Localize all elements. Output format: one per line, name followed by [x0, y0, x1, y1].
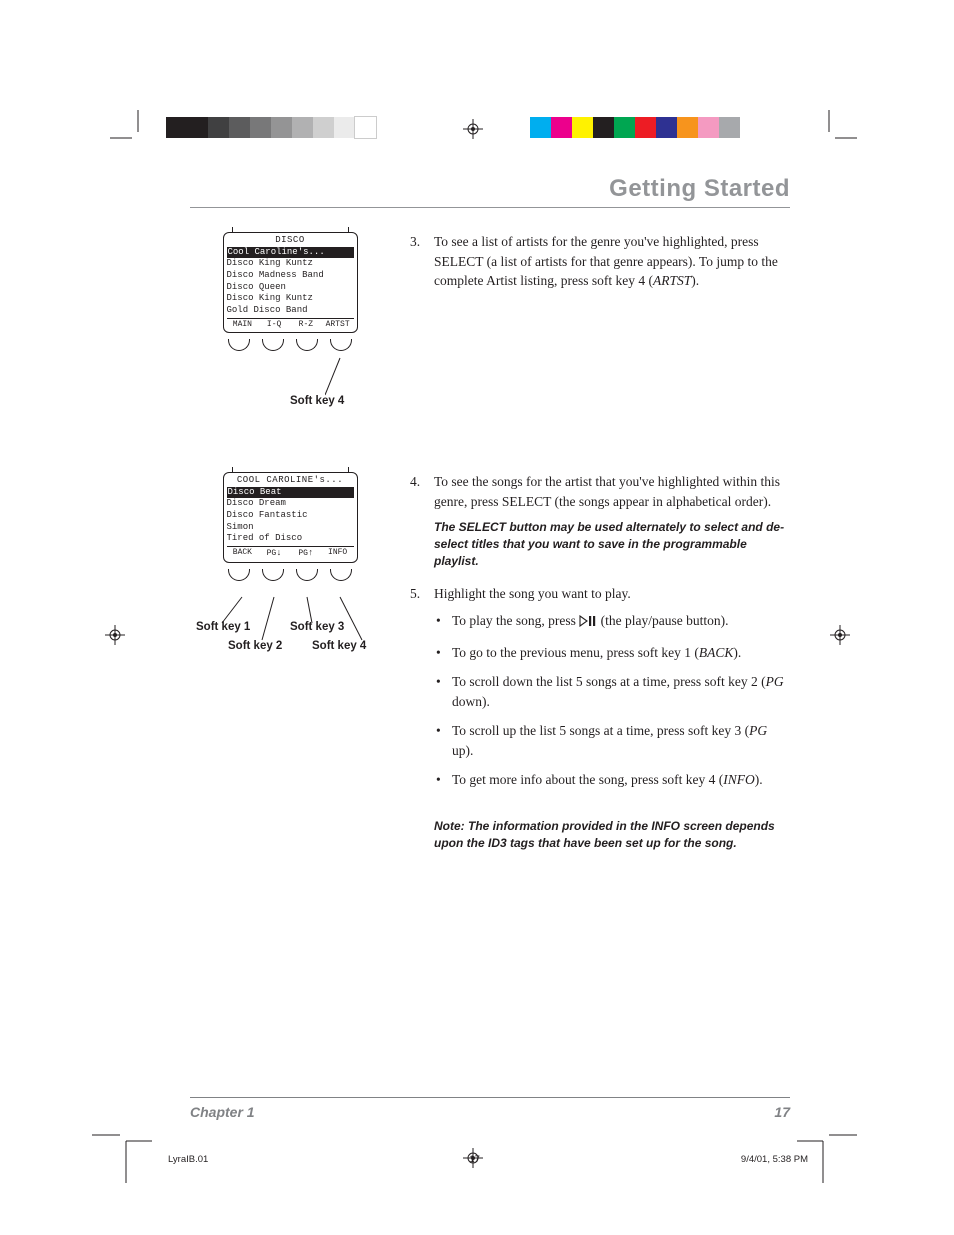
list-item: Disco Queen [227, 282, 354, 294]
softkey-3 [296, 339, 318, 351]
callout-softkey-4: Soft key 4 [290, 395, 344, 407]
list-item: Cool Caroline's... [227, 247, 354, 259]
callout-softkey-2: Soft key 2 [228, 640, 282, 652]
color-bar [530, 117, 740, 138]
step-number: 3. [410, 232, 434, 291]
bullet-item: To go to the previous menu, press soft k… [434, 643, 790, 663]
page-number: 17 [774, 1104, 790, 1120]
callout-softkey-1: Soft key 1 [196, 621, 250, 633]
callout-lines [212, 588, 372, 648]
softkey-3 [296, 569, 318, 581]
step-text: To see the songs for the artist that you… [434, 472, 790, 511]
list-item: Disco Dream [227, 498, 354, 510]
list-item: Disco Madness Band [227, 270, 354, 282]
imprint-line: LyraIB.01 17 9/4/01, 5:38 PM [168, 1154, 808, 1165]
grayscale-bar [166, 117, 376, 138]
list-item: Simon [227, 522, 354, 534]
softkey-label: PG↑ [290, 548, 322, 560]
lcd-title: COOL CAROLINE's... [227, 475, 354, 487]
list-item: Disco King Kuntz [227, 293, 354, 305]
crop-mark-icon [110, 110, 150, 150]
registration-mark-icon [105, 625, 125, 645]
softkey-label: I-Q [258, 320, 290, 330]
note-text: Note: The information provided in the IN… [434, 818, 790, 852]
imprint-date: 9/4/01, 5:38 PM [741, 1154, 808, 1165]
imprint-doc: LyraIB.01 [168, 1154, 208, 1165]
softkey-2 [262, 339, 284, 351]
softkey-label: ARTST [322, 320, 354, 330]
registration-mark-icon [463, 119, 483, 139]
softkey-2 [262, 569, 284, 581]
crop-mark-icon [92, 1123, 152, 1183]
softkey-1 [228, 569, 250, 581]
list-item: Gold Disco Band [227, 305, 354, 317]
softkey-label: R-Z [290, 320, 322, 330]
bullet-item: To get more info about the song, press s… [434, 770, 790, 790]
crop-mark-icon [797, 1123, 857, 1183]
softkey-label: BACK [227, 548, 259, 560]
bullet-item: To scroll up the list 5 songs at a time,… [434, 721, 790, 760]
softkey-label: MAIN [227, 320, 259, 330]
callout-line [325, 350, 365, 400]
list-item: Disco Fantastic [227, 510, 354, 522]
step-text: Highlight the song you want to play. [434, 584, 790, 604]
softkey-labels: BACK PG↓ PG↑ INFO [227, 546, 354, 560]
list-item: Tired of Disco [227, 533, 354, 545]
play-pause-icon [579, 613, 597, 633]
imprint-page: 17 [469, 1154, 480, 1165]
step-number: 4. [410, 472, 434, 570]
lcd-title: DISCO [227, 235, 354, 247]
callout-softkey-4: Soft key 4 [312, 640, 366, 652]
device-screen-2: COOL CAROLINE's... Disco Beat Disco Drea… [223, 472, 358, 563]
step-text: To see a list of artists for the genre y… [434, 232, 790, 291]
list-item: Disco Beat [227, 487, 354, 499]
list-item: Disco King Kuntz [227, 258, 354, 270]
chapter-label: Chapter 1 [190, 1104, 255, 1120]
callout-softkey-3: Soft key 3 [290, 621, 344, 633]
softkey-label: INFO [322, 548, 354, 560]
title-rule [190, 207, 790, 208]
bullet-item: To scroll down the list 5 songs at a tim… [434, 672, 790, 711]
softkey-1 [228, 339, 250, 351]
step-number: 5. [410, 584, 434, 852]
footer-rule [190, 1097, 790, 1098]
note-text: The SELECT button may be used alternatel… [434, 519, 790, 569]
softkey-label: PG↓ [258, 548, 290, 560]
section-title: Getting Started [190, 175, 790, 203]
crop-mark-icon [817, 110, 857, 150]
softkey-labels: MAIN I-Q R-Z ARTST [227, 318, 354, 330]
device-screen-1: DISCO Cool Caroline's... Disco King Kunt… [223, 232, 358, 333]
softkey-4 [330, 569, 352, 581]
softkey-buttons [223, 569, 358, 581]
bullet-item: To play the song, press (the play/pause … [434, 611, 790, 633]
registration-mark-icon [830, 625, 850, 645]
